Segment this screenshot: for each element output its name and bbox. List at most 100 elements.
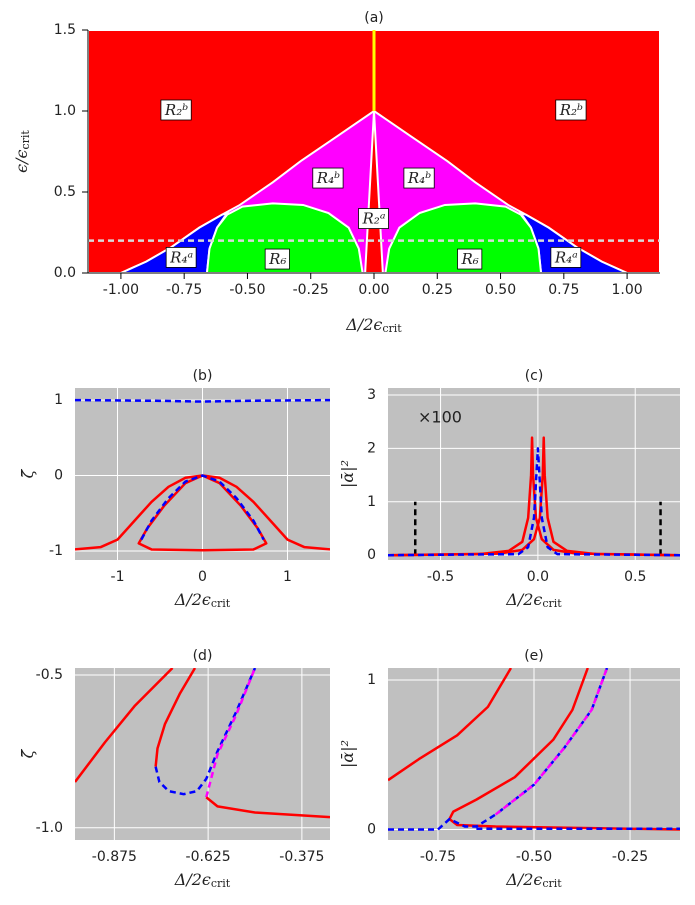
x-axis-label: Δ/2ϵcrit (345, 315, 402, 336)
plot-area (75, 668, 330, 819)
x-tick-label: 1.00 (612, 282, 643, 298)
y-tick-label: 0.0 (54, 265, 76, 281)
x-tick-label: -1 (111, 569, 125, 585)
region-label: R₄ᵃ (169, 248, 193, 266)
region-label-box (312, 167, 344, 189)
panel-title: (c) (525, 368, 544, 384)
region-label: R₂ᵇ (164, 101, 188, 119)
y-axis-label-main: ϵ/ϵ (12, 149, 31, 172)
y-axis-label-main: ζ̄ (18, 468, 37, 478)
region-label-box (160, 99, 192, 121)
x-axis-label: Δ/2ϵcrit (505, 870, 562, 891)
x-tick-label: -0.625 (186, 849, 231, 865)
y-axis-label: ϵ/ϵcrit (12, 130, 33, 173)
region-label: R₆ (461, 250, 479, 268)
panel-title: (e) (524, 648, 544, 664)
panel-title: (b) (193, 368, 213, 384)
y-tick-label: 0 (367, 547, 376, 563)
series-line (388, 668, 609, 831)
panel-title: (a) (364, 10, 384, 26)
x-tick-label: -0.25 (293, 282, 329, 298)
series-line (388, 436, 680, 557)
x-tick-label: 0.75 (548, 282, 579, 298)
region-label-box (403, 167, 435, 189)
x-tick-label: -0.875 (92, 849, 137, 865)
x-axis-label-main: Δ/2ϵ (174, 590, 211, 609)
panel-title: (d) (193, 648, 213, 664)
series-line (75, 668, 174, 783)
panel: (e) -0.75 -0.50 -0.25 0 1 Δ/2ϵcrit |ᾱ|² (338, 648, 680, 891)
x-tick-label: -0.25 (612, 849, 648, 865)
plot-area (88, 30, 660, 273)
region (364, 110, 384, 273)
x-tick-label: 0 (198, 569, 207, 585)
panel: (a) -1.00 -0.75 -0.50 -0.25 0.00 0.25 0.50 0.75 1… (12, 10, 660, 336)
series-line (388, 447, 680, 557)
region-label-box (165, 247, 197, 268)
y-axis-label: |ᾱ|² (338, 460, 357, 488)
y-axis-label: ζ̄ (18, 468, 37, 478)
y-tick-label: 3 (367, 387, 376, 403)
x-axis-label-main: Δ/2ϵ (505, 590, 542, 609)
x-tick-label: -0.375 (279, 849, 324, 865)
series-line (205, 668, 257, 798)
x-tick-label: -1.00 (103, 282, 139, 298)
x-tick-label: 0.00 (358, 282, 389, 298)
panel: (b) -1 0 1 -1 0 1 Δ/2ϵcrit ζ̄ (18, 368, 330, 610)
panel: (c) -0.5 0.0 0.5 0 1 2 3 ×100 Δ/2ϵcrit |ᾱ|² (338, 368, 680, 611)
y-axis-label-sub: crit (19, 130, 32, 150)
y-tick-label: -0.5 (36, 667, 63, 683)
x-tick-label: -0.75 (420, 849, 456, 865)
x-axis-label-sub: crit (382, 322, 402, 335)
plot-area (388, 436, 680, 557)
series-line (494, 668, 609, 816)
panel: (d) -0.875 -0.625 -0.375 -0.5 -1.0 Δ/2ϵcrit ζ̄ (18, 648, 330, 891)
x-axis-label: Δ/2ϵcrit (174, 870, 231, 891)
y-tick-label: 2 (367, 440, 376, 456)
series-line (154, 668, 257, 796)
y-tick-label: 1 (367, 494, 376, 510)
y-axis-label: ζ̄ (18, 748, 37, 758)
region-label: R₂ᵃ (362, 210, 386, 228)
x-axis-label-sub: crit (211, 877, 231, 890)
y-axis-label-main: |ᾱ|² (338, 460, 357, 488)
region-label-box (550, 247, 582, 268)
x-tick-label: 0.5 (624, 569, 646, 585)
y-axis-label-main: ζ̄ (18, 748, 37, 758)
x-tick-label: 0.25 (422, 282, 453, 298)
y-tick-label: 1.0 (54, 103, 76, 119)
plot-background (75, 668, 330, 840)
x-axis-label-main: Δ/2ϵ (174, 870, 211, 889)
x-axis-label-sub: crit (211, 597, 231, 610)
plot-area (75, 398, 330, 552)
x-tick-label: 0.50 (485, 282, 516, 298)
region (384, 202, 543, 273)
region-label: R₂ᵇ (559, 101, 583, 119)
series-line (448, 668, 589, 820)
region (205, 202, 364, 273)
region-label-box (264, 248, 290, 270)
region-label-box (555, 99, 587, 121)
y-tick-label: 1.5 (54, 22, 76, 38)
series-line (140, 474, 265, 541)
y-tick-label: -1 (49, 543, 63, 559)
y-axis-label: |ᾱ|² (338, 740, 357, 768)
y-tick-label: 0.5 (54, 184, 76, 200)
x-axis-label-sub: crit (542, 877, 562, 890)
y-axis-label-main: |ᾱ|² (338, 740, 357, 768)
x-tick-label: -0.50 (229, 282, 265, 298)
x-axis-label-main: Δ/2ϵ (505, 870, 542, 889)
annotation: ×100 (418, 408, 462, 427)
plot-area (388, 668, 680, 831)
y-tick-label: 0 (54, 468, 63, 484)
x-axis-label: Δ/2ϵcrit (505, 590, 562, 611)
y-tick-label: -1.0 (36, 820, 63, 836)
x-tick-label: 1 (283, 569, 292, 585)
region-label-box (457, 248, 483, 270)
y-tick-label: 0 (367, 822, 376, 838)
x-tick-label: -0.50 (516, 849, 552, 865)
region-label: R₄ᵇ (316, 169, 340, 187)
series-line (388, 668, 513, 782)
y-tick-label: 1 (367, 672, 376, 688)
